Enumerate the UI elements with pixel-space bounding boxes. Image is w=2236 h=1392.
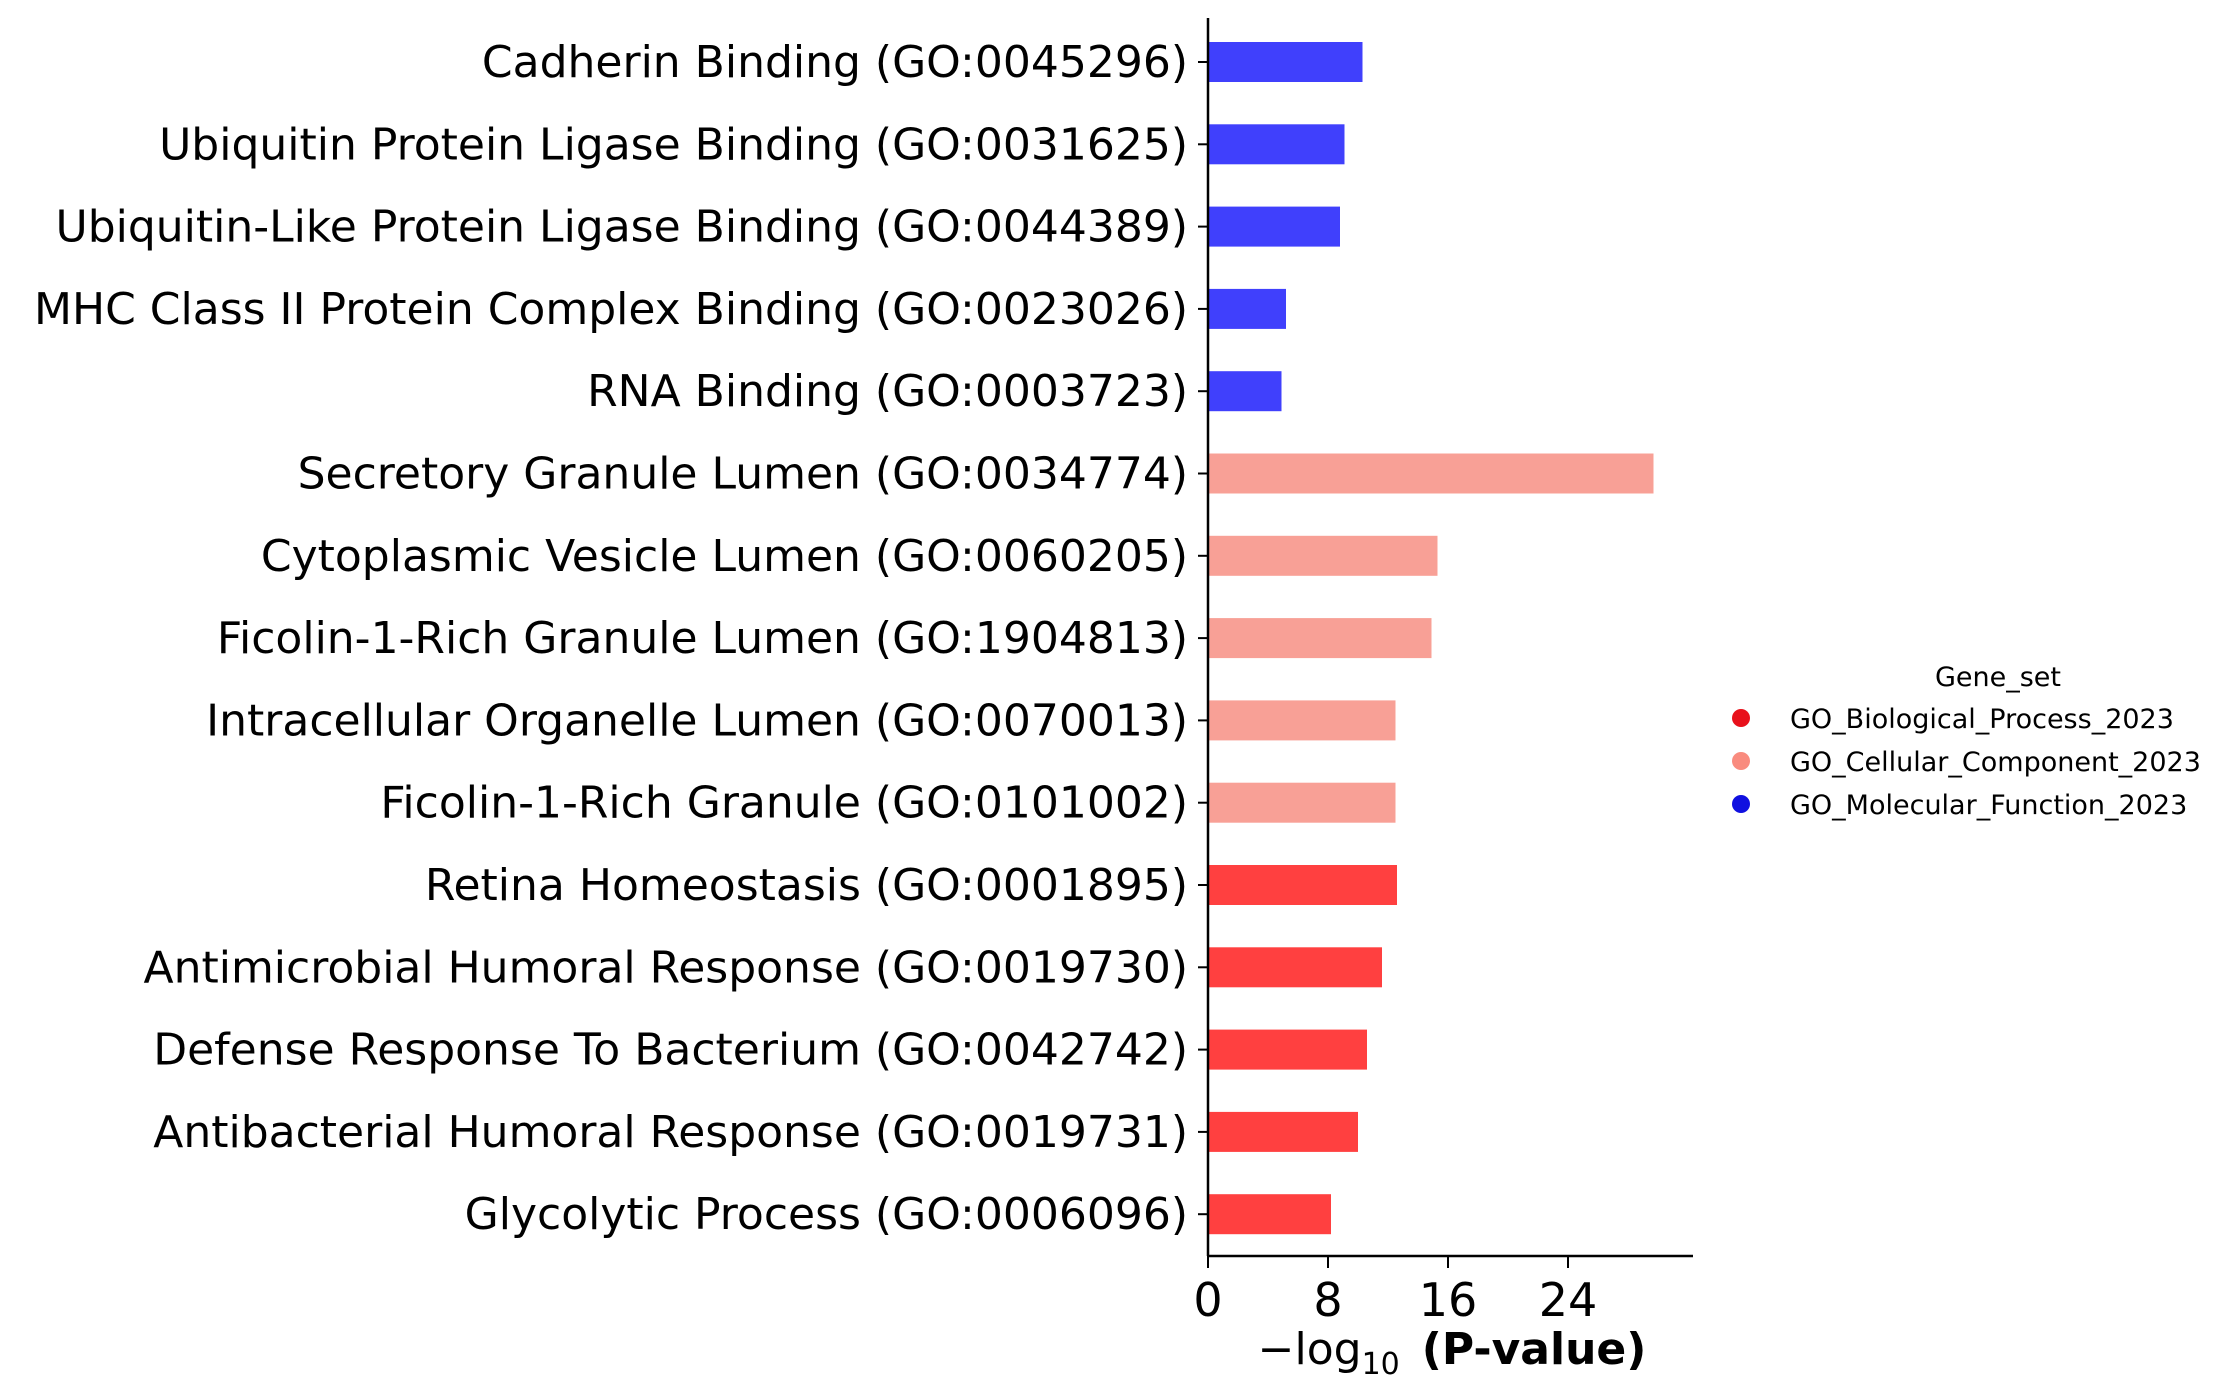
category-label-0: Cadherin Binding (GO:0045296): [482, 37, 1188, 88]
category-label-10: Retina Homeostasis (GO:0001895): [425, 860, 1188, 911]
category-label-2: Ubiquitin-Like Protein Ligase Binding (G…: [55, 202, 1188, 253]
x-axis-label-prefix: −log: [1258, 1324, 1362, 1375]
category-label-9: Ficolin-1-Rich Granule (GO:0101002): [380, 778, 1188, 829]
category-labels: Cadherin Binding (GO:0045296) Ubiquitin P…: [34, 37, 1208, 1240]
legend-label-2: GO_Molecular_Function_2023: [1790, 790, 2187, 821]
bar-12: [1208, 1029, 1367, 1070]
x-tick-label-3: 24: [1539, 1273, 1598, 1327]
bar-3: [1208, 288, 1286, 329]
legend-marker-1: [1732, 752, 1750, 770]
legend-items: GO_Biological_Process_2023 GO_Cellular_Co…: [1732, 704, 2201, 821]
bar-2: [1208, 206, 1340, 247]
bar-13: [1208, 1111, 1358, 1152]
bar-6: [1208, 535, 1438, 576]
legend-marker-0: [1732, 709, 1750, 727]
bar-11: [1208, 947, 1382, 988]
bars-layer: [1208, 42, 1654, 1235]
x-tick-label-0: 0: [1193, 1273, 1222, 1327]
legend-label-0: GO_Biological_Process_2023: [1790, 704, 2174, 735]
bar-1: [1208, 124, 1345, 165]
x-tick-label-1: 8: [1313, 1273, 1342, 1327]
x-axis-label-bold: (P-value): [1422, 1324, 1647, 1375]
category-label-6: Cytoplasmic Vesicle Lumen (GO:0060205): [261, 531, 1188, 582]
category-label-5: Secretory Granule Lumen (GO:0034774): [298, 449, 1188, 500]
category-label-13: Antibacterial Humoral Response (GO:00197…: [153, 1107, 1188, 1158]
legend-label-1: GO_Cellular_Component_2023: [1790, 747, 2201, 778]
bar-5: [1208, 453, 1654, 494]
bar-14: [1208, 1194, 1331, 1235]
category-label-4: RNA Binding (GO:0003723): [587, 366, 1188, 417]
x-tick-label-2: 16: [1419, 1273, 1478, 1327]
bar-9: [1208, 782, 1396, 823]
legend-title: Gene_set: [1935, 662, 2061, 693]
bar-0: [1208, 42, 1363, 82]
bar-4: [1208, 371, 1282, 412]
category-label-7: Ficolin-1-Rich Granule Lumen (GO:1904813…: [217, 613, 1188, 664]
legend: Gene_set GO_Biological_Process_2023 GO_Ce…: [1732, 662, 2201, 821]
bar-10: [1208, 865, 1397, 905]
bar-8: [1208, 700, 1396, 741]
bar-7: [1208, 618, 1432, 659]
x-ticks: 0 8 16 24: [1193, 1256, 1597, 1327]
category-label-1: Ubiquitin Protein Ligase Binding (GO:003…: [159, 119, 1188, 170]
legend-marker-2: [1732, 795, 1750, 813]
category-label-14: Glycolytic Process (GO:0006096): [465, 1189, 1188, 1240]
category-label-11: Antimicrobial Humoral Response (GO:00197…: [143, 942, 1188, 993]
x-axis-label: −log10 (P-value): [1258, 1324, 1647, 1382]
x-axis-label-subscript: 10: [1362, 1347, 1400, 1382]
category-label-12: Defense Response To Bacterium (GO:004274…: [153, 1025, 1188, 1076]
category-label-3: MHC Class II Protein Complex Binding (GO…: [34, 284, 1188, 335]
category-label-8: Intracellular Organelle Lumen (GO:007001…: [206, 695, 1188, 746]
